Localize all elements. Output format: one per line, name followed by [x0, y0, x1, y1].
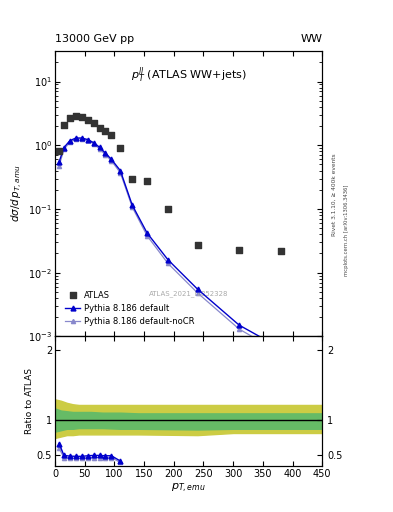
Pythia 8.186 default-noCR	[103, 152, 108, 158]
Pythia 8.186 default	[165, 257, 170, 263]
Pythia 8.186 default-noCR	[308, 350, 313, 356]
Text: 13000 GeV pp: 13000 GeV pp	[55, 33, 134, 44]
Line: Pythia 8.186 default-noCR: Pythia 8.186 default-noCR	[57, 137, 312, 355]
Text: WW: WW	[300, 33, 322, 44]
Pythia 8.186 default	[91, 140, 96, 146]
Pythia 8.186 default	[62, 144, 66, 151]
Text: ATLAS_2021_I1852328: ATLAS_2021_I1852328	[149, 290, 228, 297]
Pythia 8.186 default-noCR	[118, 169, 123, 176]
Line: Pythia 8.186 default: Pythia 8.186 default	[57, 136, 313, 351]
Text: $p_T^{ll}$ (ATLAS WW+jets): $p_T^{ll}$ (ATLAS WW+jets)	[131, 66, 246, 85]
Pythia 8.186 default-noCR	[97, 146, 102, 152]
ATLAS	[90, 119, 97, 127]
Pythia 8.186 default	[237, 322, 241, 328]
ATLAS	[79, 113, 85, 121]
X-axis label: $p_{T,emu}$: $p_{T,emu}$	[171, 481, 206, 495]
Pythia 8.186 default-noCR	[79, 136, 84, 142]
ATLAS	[165, 205, 171, 213]
ATLAS	[73, 112, 79, 120]
ATLAS	[84, 116, 91, 124]
Pythia 8.186 default-noCR	[237, 326, 241, 332]
Pythia 8.186 default	[109, 156, 114, 162]
Y-axis label: $d\sigma/d\,p_{T,amu}$: $d\sigma/d\,p_{T,amu}$	[10, 165, 26, 223]
ATLAS	[108, 131, 115, 139]
Pythia 8.186 default	[308, 345, 313, 351]
ATLAS	[96, 123, 103, 132]
Pythia 8.186 default	[73, 135, 78, 141]
Pythia 8.186 default	[195, 286, 200, 292]
Pythia 8.186 default	[68, 138, 72, 144]
Pythia 8.186 default-noCR	[145, 232, 149, 239]
Pythia 8.186 default-noCR	[165, 260, 170, 266]
Pythia 8.186 default-noCR	[109, 158, 114, 164]
Pythia 8.186 default	[57, 159, 62, 165]
ATLAS	[236, 246, 242, 254]
Pythia 8.186 default-noCR	[130, 204, 134, 210]
Pythia 8.186 default-noCR	[91, 141, 96, 147]
ATLAS	[277, 247, 284, 255]
Pythia 8.186 default-noCR	[278, 350, 283, 356]
Pythia 8.186 default	[145, 230, 149, 236]
ATLAS	[61, 121, 67, 130]
Pythia 8.186 default	[85, 137, 90, 143]
ATLAS	[144, 177, 150, 185]
Pythia 8.186 default	[97, 144, 102, 151]
ATLAS	[102, 127, 108, 136]
ATLAS	[56, 146, 62, 155]
ATLAS	[67, 114, 73, 122]
Pythia 8.186 default-noCR	[195, 290, 200, 296]
Y-axis label: Ratio to ATLAS: Ratio to ATLAS	[25, 368, 34, 434]
ATLAS	[117, 143, 123, 152]
Pythia 8.186 default	[118, 167, 123, 174]
Legend: ATLAS, Pythia 8.186 default, Pythia 8.186 default-noCR: ATLAS, Pythia 8.186 default, Pythia 8.18…	[62, 287, 197, 329]
Pythia 8.186 default-noCR	[68, 139, 72, 145]
Pythia 8.186 default	[79, 135, 84, 141]
Pythia 8.186 default	[278, 345, 283, 351]
Text: mcplots.cern.ch [arXiv:1306.3436]: mcplots.cern.ch [arXiv:1306.3436]	[344, 185, 349, 276]
Pythia 8.186 default-noCR	[85, 137, 90, 143]
Text: Rivet 3.1.10, ≥ 400k events: Rivet 3.1.10, ≥ 400k events	[332, 153, 337, 236]
Pythia 8.186 default	[130, 202, 134, 208]
Pythia 8.186 default	[103, 150, 108, 156]
Pythia 8.186 default-noCR	[57, 162, 62, 168]
ATLAS	[195, 241, 201, 249]
Pythia 8.186 default-noCR	[62, 146, 66, 153]
ATLAS	[129, 175, 135, 183]
Pythia 8.186 default-noCR	[73, 136, 78, 142]
